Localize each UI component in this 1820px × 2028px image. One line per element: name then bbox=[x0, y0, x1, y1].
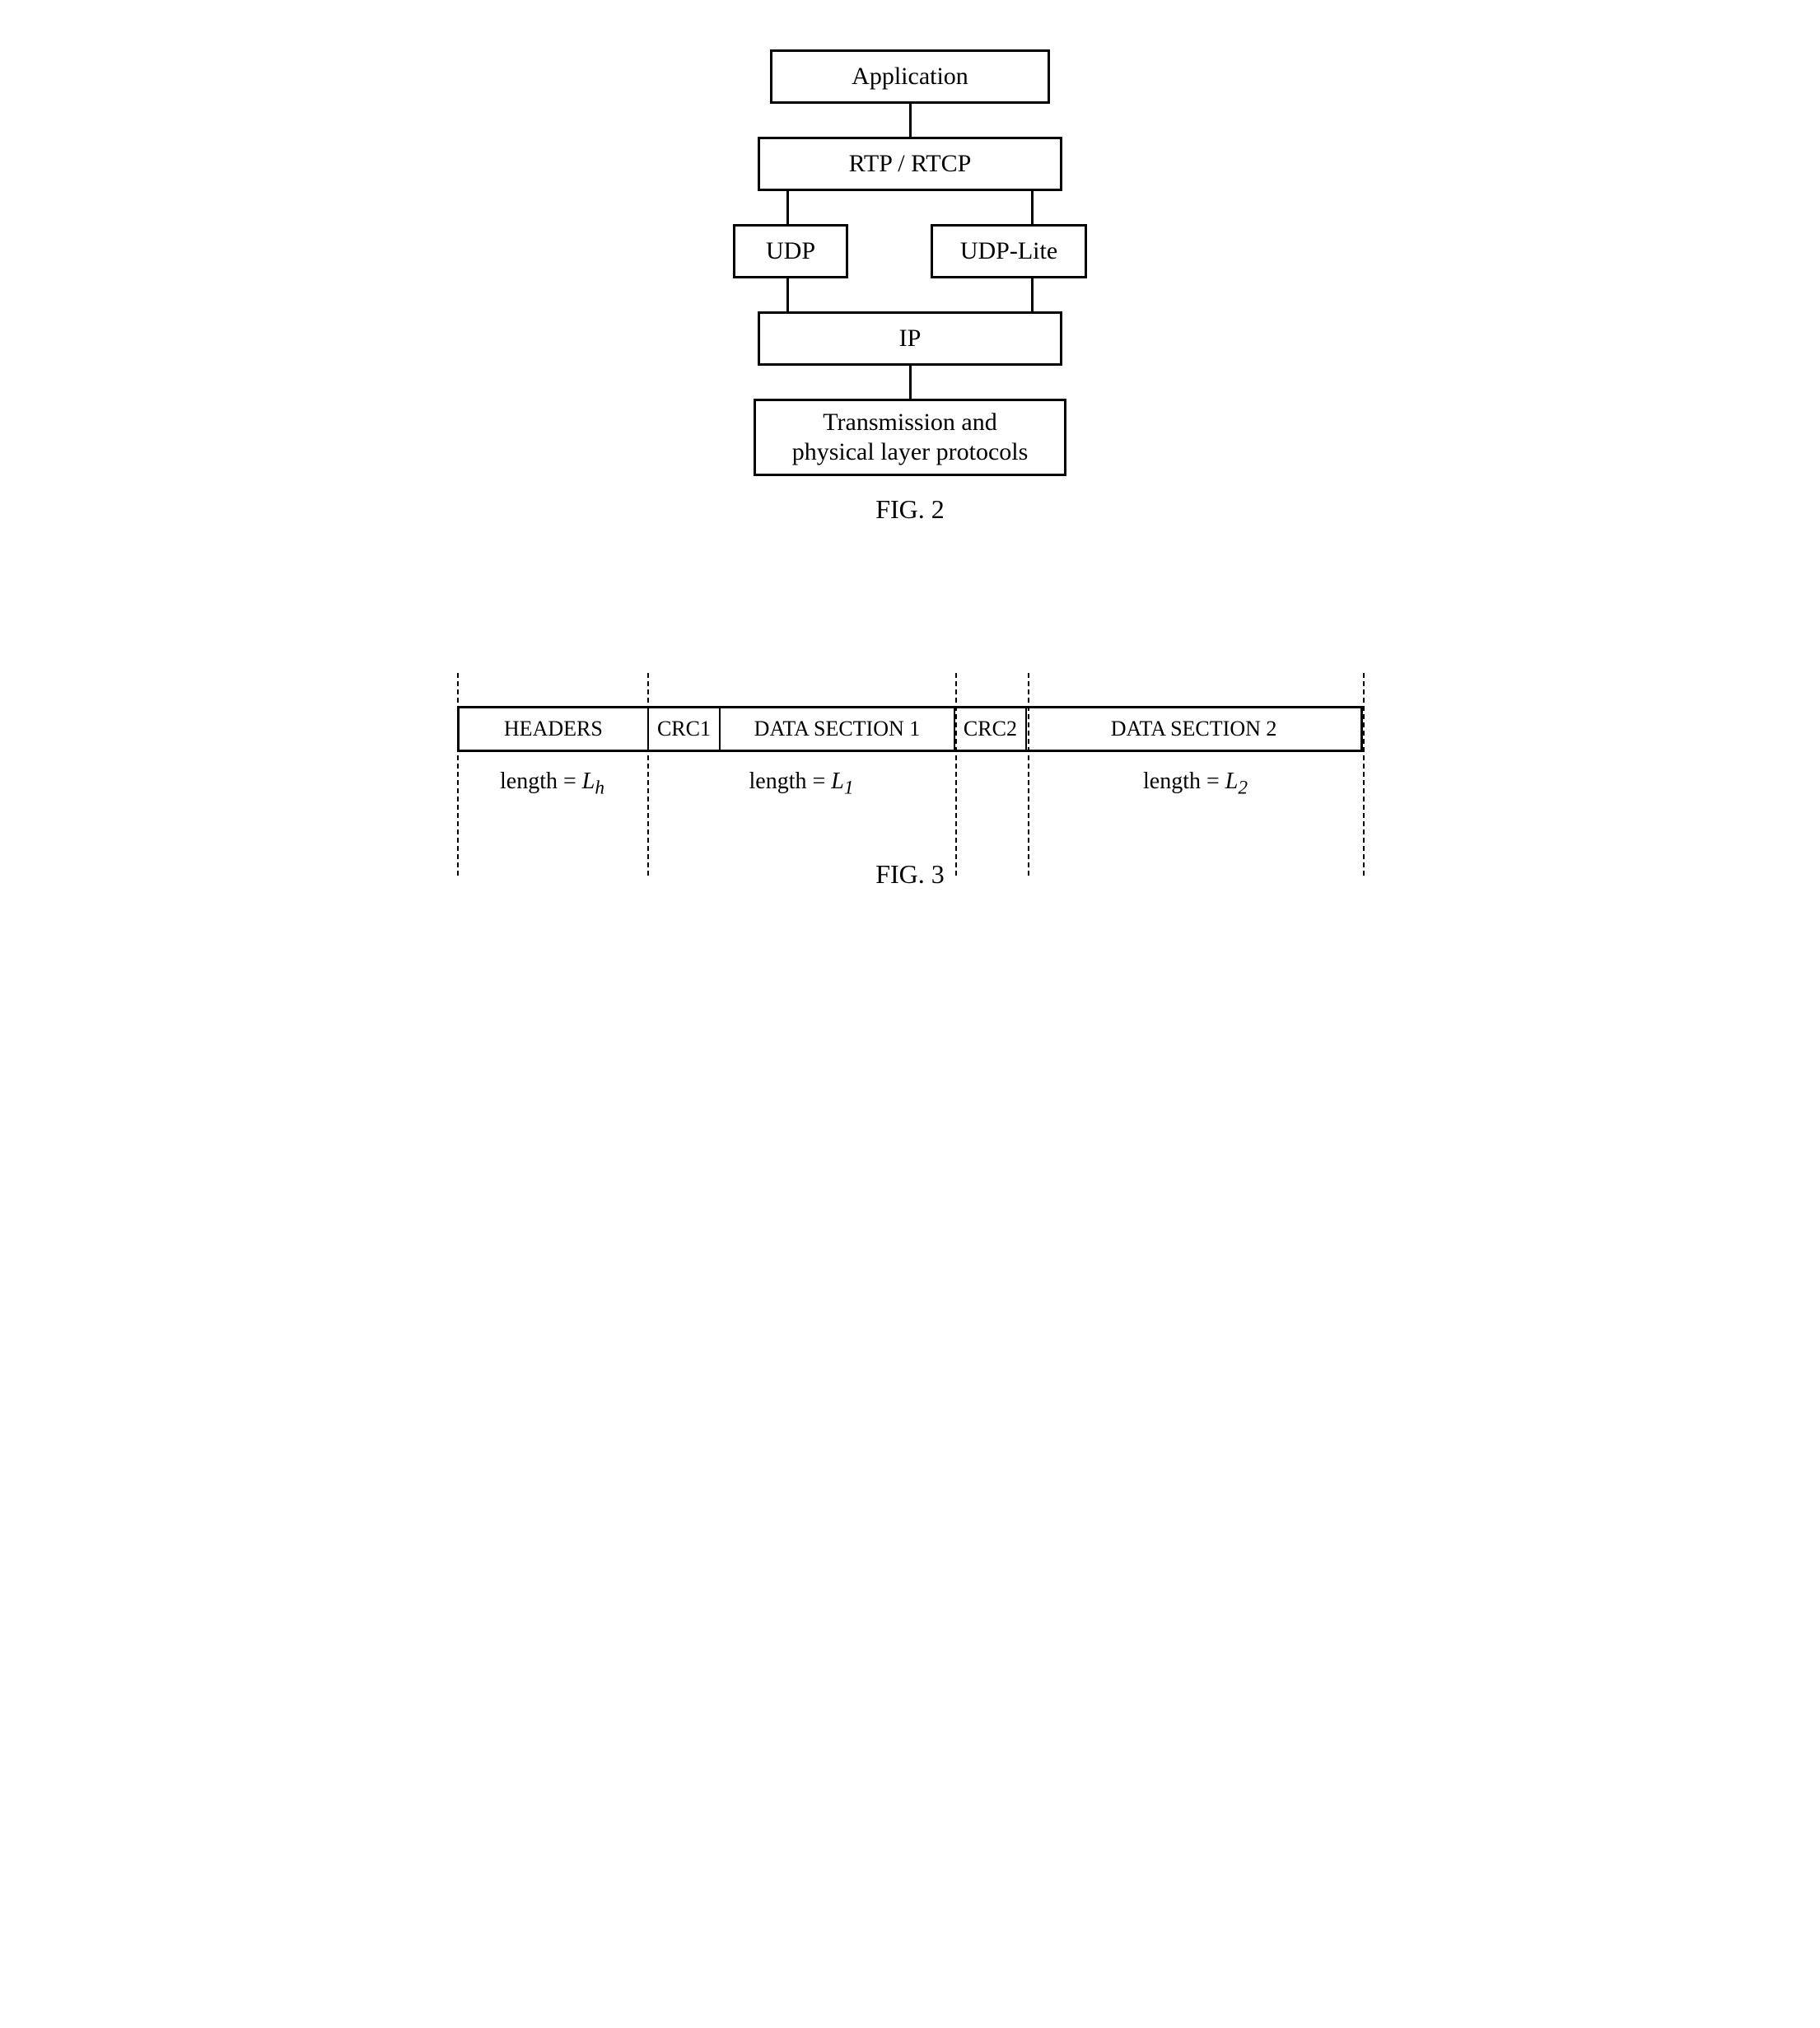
fig2-diagram: Application RTP / RTCP UDP UDP-Lite IP T… bbox=[733, 49, 1087, 525]
packet-cell: CRC2 bbox=[955, 708, 1028, 750]
connector-row bbox=[733, 278, 1087, 311]
connector bbox=[1031, 191, 1034, 224]
box-ip: IP bbox=[758, 311, 1062, 366]
box-udp-lite: UDP-Lite bbox=[931, 224, 1087, 278]
length-label: length = Lh bbox=[457, 769, 647, 800]
connector-row bbox=[733, 191, 1087, 224]
packet: HEADERSCRC1DATA SECTION 1CRC2DATA SECTIO… bbox=[457, 706, 1363, 801]
guide-line bbox=[1363, 673, 1365, 876]
connector bbox=[1031, 278, 1034, 311]
box-udp: UDP bbox=[733, 224, 848, 278]
fig3-caption: FIG. 3 bbox=[457, 859, 1363, 890]
fig3-diagram: HEADERSCRC1DATA SECTION 1CRC2DATA SECTIO… bbox=[457, 706, 1363, 890]
connector bbox=[786, 191, 789, 224]
packet-cell: HEADERS bbox=[460, 708, 649, 750]
fig2-caption: FIG. 2 bbox=[733, 494, 1087, 525]
packet-cell: CRC1 bbox=[649, 708, 721, 750]
connector bbox=[786, 278, 789, 311]
box-application: Application bbox=[770, 49, 1050, 104]
box-rtp-rtcp: RTP / RTCP bbox=[758, 137, 1062, 191]
packet-row: HEADERSCRC1DATA SECTION 1CRC2DATA SECTIO… bbox=[457, 706, 1363, 752]
packet-cell: DATA SECTION 2 bbox=[1027, 708, 1360, 750]
packet-cell: DATA SECTION 1 bbox=[721, 708, 954, 750]
length-row: length = Lhlength = L1 length = L2 bbox=[457, 769, 1363, 801]
length-label: length = L1 bbox=[647, 769, 955, 800]
page: Application RTP / RTCP UDP UDP-Lite IP T… bbox=[457, 49, 1363, 890]
box-phys-line1: Transmission and bbox=[823, 409, 996, 436]
box-phys-line2: physical layer protocols bbox=[792, 438, 1029, 465]
box-physical: Transmission and physical layer protocol… bbox=[754, 399, 1066, 476]
connector bbox=[909, 366, 912, 399]
length-label: length = L2 bbox=[1028, 769, 1363, 800]
connector bbox=[909, 104, 912, 137]
udp-row: UDP UDP-Lite bbox=[733, 224, 1087, 278]
